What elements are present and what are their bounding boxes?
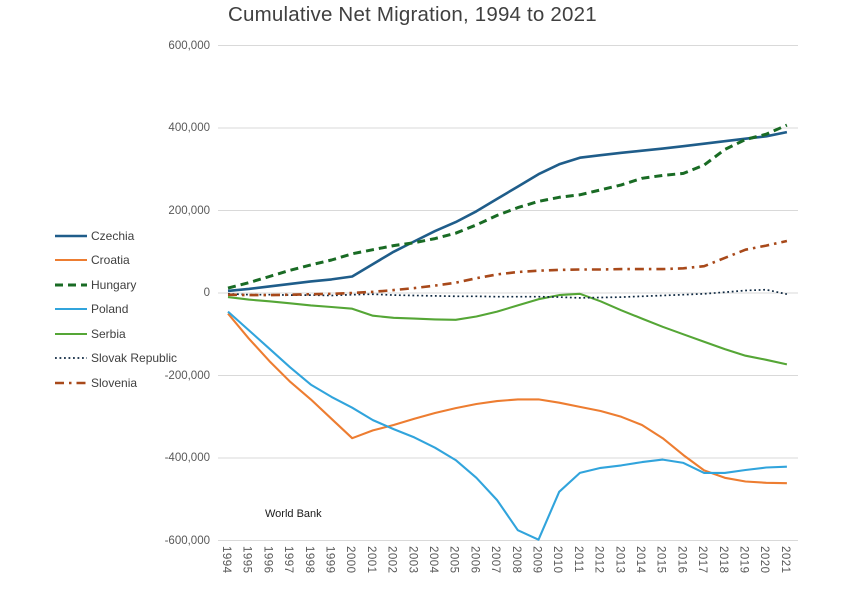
chart-legend: Czechia Croatia Hungary Poland Serbia Slovak … <box>55 228 178 390</box>
legend-label: Slovak Republic <box>91 351 178 365</box>
legend-line-swatch <box>55 307 87 311</box>
x-axis-tick-label: 2015 <box>654 546 667 574</box>
legend-label: Croatia <box>91 253 130 267</box>
y-axis-tick-label: -400,000 <box>164 452 210 464</box>
x-axis-tick-label: 2017 <box>696 546 709 574</box>
x-axis-tick-label: 2019 <box>737 546 750 574</box>
legend-label: Poland <box>91 302 129 316</box>
legend-label: Serbia <box>91 326 126 341</box>
legend-line-swatch <box>55 283 87 286</box>
x-axis-tick-label: 2006 <box>468 546 481 574</box>
x-axis-tick-label: 2020 <box>758 546 771 574</box>
x-axis-tick-label: 2007 <box>489 546 502 574</box>
x-axis-tick-label: 2018 <box>716 546 729 574</box>
legend-label: Slovenia <box>91 375 138 390</box>
y-axis-tick-label: -600,000 <box>164 534 210 547</box>
series-line-croatia <box>227 312 787 485</box>
y-axis-tick-label: 400,000 <box>168 122 210 134</box>
x-axis-tick-label: 2011 <box>571 546 584 573</box>
x-axis-tick-label: 2021 <box>778 546 791 574</box>
y-axis-tick-label: 200,000 <box>168 204 210 217</box>
x-axis-tick-label: 1999 <box>323 546 336 574</box>
x-axis-tick-label: 2003 <box>406 546 419 574</box>
x-axis-tick-label: 1994 <box>220 546 232 574</box>
x-axis-tick-label: 2013 <box>613 546 626 574</box>
x-axis-tick-label: 2016 <box>675 546 688 574</box>
legend-line-swatch <box>55 332 87 335</box>
legend-item-czechia: Czechia <box>55 228 177 243</box>
series-line-serbia <box>227 292 788 366</box>
legend-item-serbia: Serbia <box>55 326 177 341</box>
x-axis-tick-label: 1997 <box>282 546 295 574</box>
x-axis-tick-label: 2002 <box>385 546 398 574</box>
legend-line-swatch <box>55 258 87 262</box>
x-axis-tick-label: 2014 <box>634 546 646 574</box>
legend-item-poland: Poland <box>55 302 177 316</box>
series-line-czechia <box>227 130 788 293</box>
legend-line-swatch <box>55 357 87 359</box>
legend-label: Czechia <box>91 228 135 243</box>
legend-line-swatch <box>55 234 87 237</box>
x-axis-tick-label: 2005 <box>447 546 460 574</box>
series-line-hungary <box>227 123 788 290</box>
chart-title: Cumulative Net Migration, 1994 to 2021 <box>228 3 597 26</box>
legend-line-swatch <box>55 381 87 384</box>
x-axis-tick-label: 2012 <box>592 546 605 574</box>
x-axis-tick-label: 2000 <box>344 546 357 574</box>
x-axis-tick-label: 2008 <box>509 546 522 574</box>
x-axis-tick-label: 1995 <box>240 546 253 574</box>
y-axis-tick-label: 600,000 <box>168 39 210 52</box>
legend-label: Hungary <box>91 277 137 292</box>
y-axis-tick-label: -200,000 <box>164 369 210 382</box>
x-axis-tick-label: 1998 <box>302 546 315 574</box>
series-line-slovenia <box>227 239 788 297</box>
legend-item-slovak-republic: Slovak Republic <box>55 351 178 365</box>
series-line-poland <box>227 310 787 541</box>
x-axis-tick-label: 2010 <box>551 546 564 574</box>
legend-item-hungary: Hungary <box>55 277 177 292</box>
series-line-slovak-republic <box>227 288 788 299</box>
y-axis-tick-label: 0 <box>203 287 210 299</box>
x-axis-tick-label: 1996 <box>261 546 274 574</box>
x-axis-tick-label: 2009 <box>530 546 543 574</box>
source-note: World Bank <box>265 508 322 520</box>
legend-item-croatia: Croatia <box>55 253 177 267</box>
x-axis-tick-label: 2001 <box>364 546 377 574</box>
plot-area <box>218 45 798 541</box>
legend-item-slovenia: Slovenia <box>55 375 177 390</box>
x-axis-tick-label: 2004 <box>427 546 439 574</box>
